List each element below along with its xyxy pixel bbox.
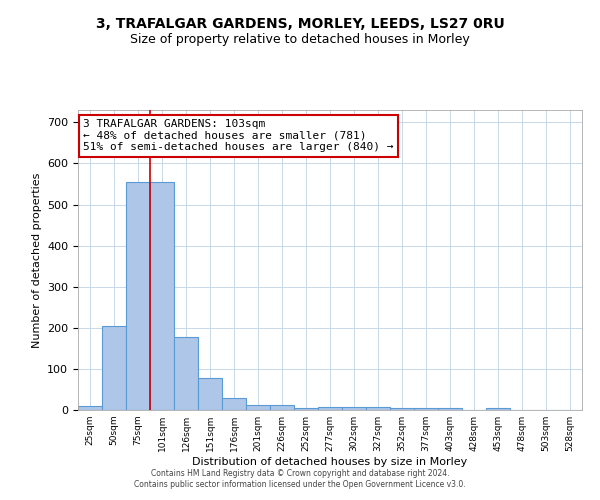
Bar (198, 378, 222, 410)
X-axis label: Distribution of detached houses by size in Morley: Distribution of detached houses by size … (193, 457, 467, 467)
Bar (438, 408, 462, 410)
Bar (78, 406, 102, 410)
Bar (126, 182, 150, 410)
Text: 3, TRAFALGAR GARDENS, MORLEY, LEEDS, LS27 0RU: 3, TRAFALGAR GARDENS, MORLEY, LEEDS, LS2… (95, 18, 505, 32)
Bar (414, 408, 438, 410)
Bar (366, 406, 390, 410)
Bar (174, 337, 198, 410)
Bar (222, 398, 246, 410)
Bar (294, 408, 318, 410)
Bar (390, 408, 414, 410)
Bar (342, 406, 366, 410)
Text: Size of property relative to detached houses in Morley: Size of property relative to detached ho… (130, 32, 470, 46)
Text: Contains public sector information licensed under the Open Government Licence v3: Contains public sector information licen… (134, 480, 466, 489)
Text: 3 TRAFALGAR GARDENS: 103sqm
← 48% of detached houses are smaller (781)
51% of se: 3 TRAFALGAR GARDENS: 103sqm ← 48% of det… (83, 119, 394, 152)
Bar (150, 182, 174, 410)
Bar (270, 405, 294, 410)
Text: Contains HM Land Registry data © Crown copyright and database right 2024.: Contains HM Land Registry data © Crown c… (151, 468, 449, 477)
Bar (318, 406, 342, 410)
Bar (246, 405, 270, 410)
Bar (486, 408, 510, 410)
Bar (102, 326, 126, 410)
Y-axis label: Number of detached properties: Number of detached properties (32, 172, 41, 348)
